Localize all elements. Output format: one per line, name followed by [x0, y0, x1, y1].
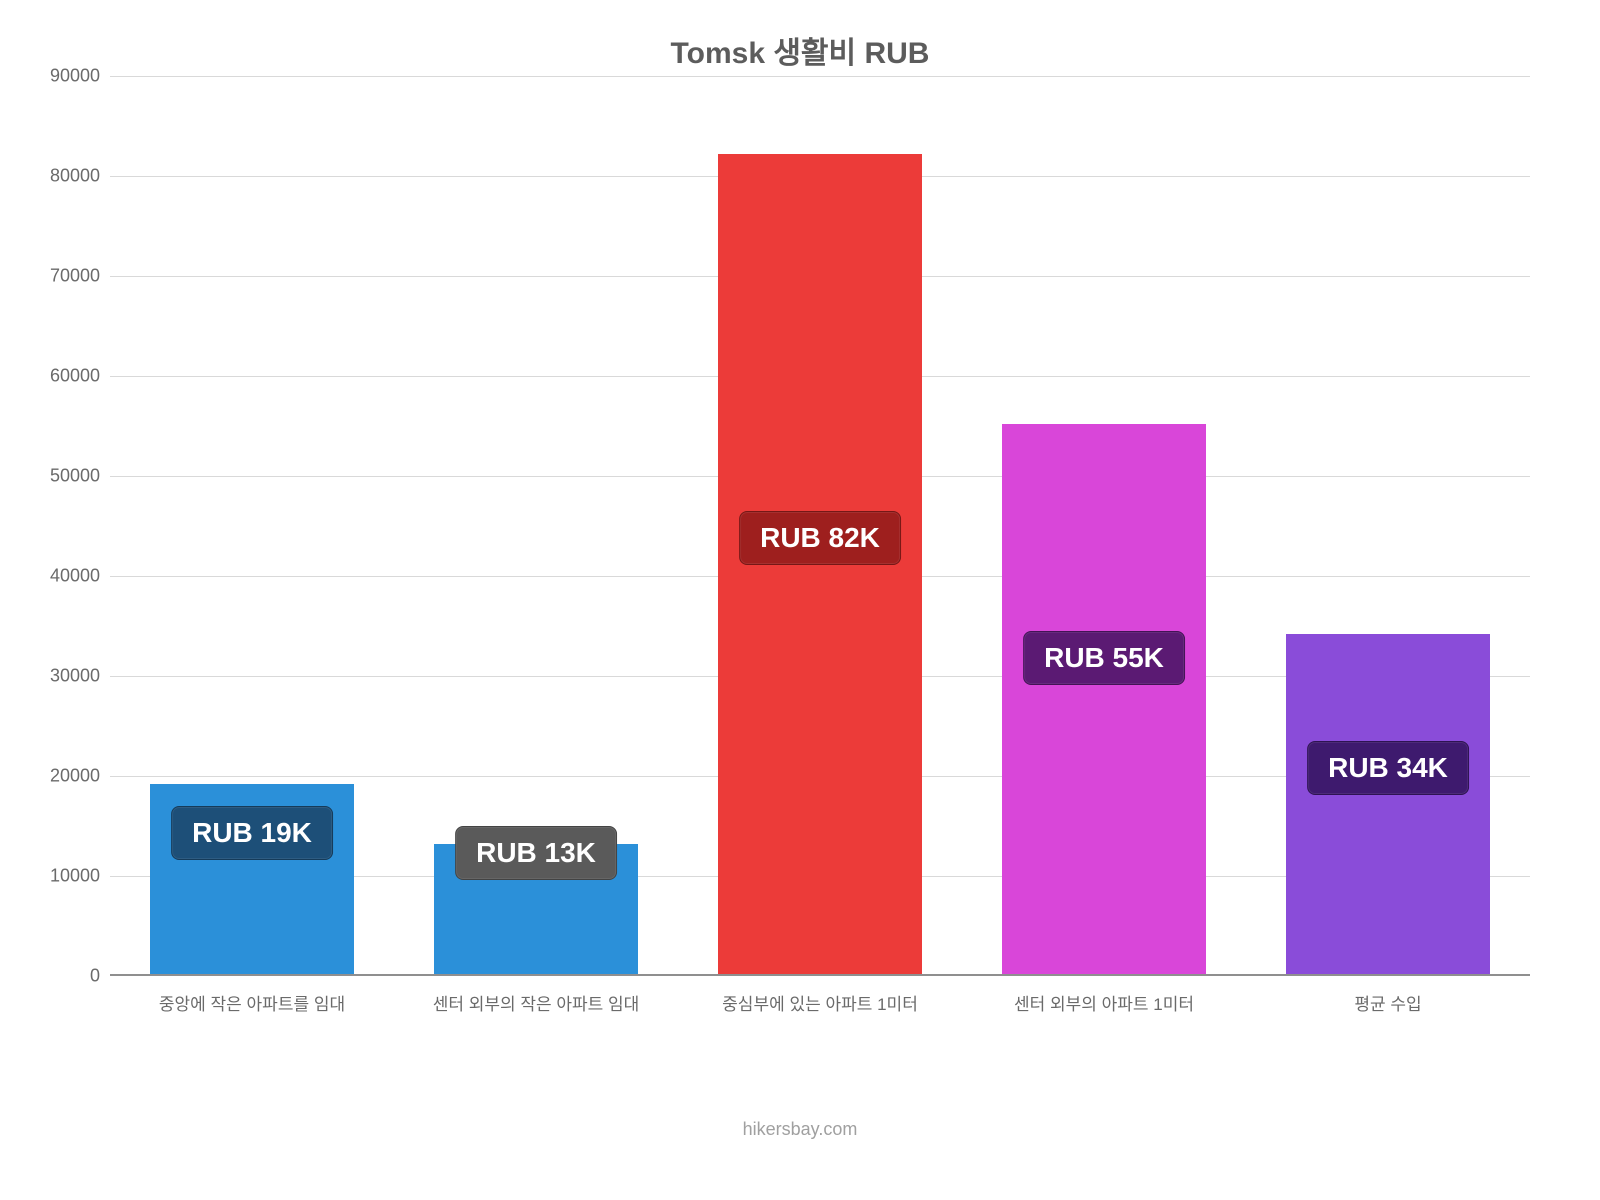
x-tick-label: 평균 수입 — [1354, 990, 1421, 1015]
value-badge: RUB 19K — [171, 806, 333, 860]
y-tick-label: 90000 — [10, 66, 100, 87]
y-tick-label: 20000 — [10, 766, 100, 787]
chart-title: Tomsk 생활비 RUB — [0, 28, 1600, 72]
y-tick-label: 0 — [10, 966, 100, 987]
y-tick-label: 10000 — [10, 866, 100, 887]
y-tick-label: 70000 — [10, 266, 100, 287]
y-tick-label: 60000 — [10, 366, 100, 387]
value-badge: RUB 55K — [1023, 631, 1185, 685]
y-tick-label: 30000 — [10, 666, 100, 687]
value-badge: RUB 13K — [455, 826, 617, 880]
x-tick-label: 중심부에 있는 아파트 1미터 — [722, 990, 918, 1015]
value-badge: RUB 34K — [1307, 741, 1469, 795]
cost-of-living-chart: Tomsk 생활비 RUB 0 10000 20000 30000 40000 50000… — [0, 0, 1600, 1200]
x-tick-label: 중앙에 작은 아파트를 임대 — [159, 990, 345, 1015]
bar — [1002, 424, 1206, 974]
bar — [1286, 634, 1490, 974]
attribution-text: hikersbay.com — [0, 1119, 1600, 1140]
x-tick-label: 센터 외부의 아파트 1미터 — [1014, 990, 1194, 1015]
y-tick-label: 40000 — [10, 566, 100, 587]
value-badge: RUB 82K — [739, 511, 901, 565]
x-tick-label: 센터 외부의 작은 아파트 임대 — [433, 990, 640, 1015]
y-tick-label: 80000 — [10, 166, 100, 187]
y-tick-label: 50000 — [10, 466, 100, 487]
gridline — [110, 76, 1530, 77]
